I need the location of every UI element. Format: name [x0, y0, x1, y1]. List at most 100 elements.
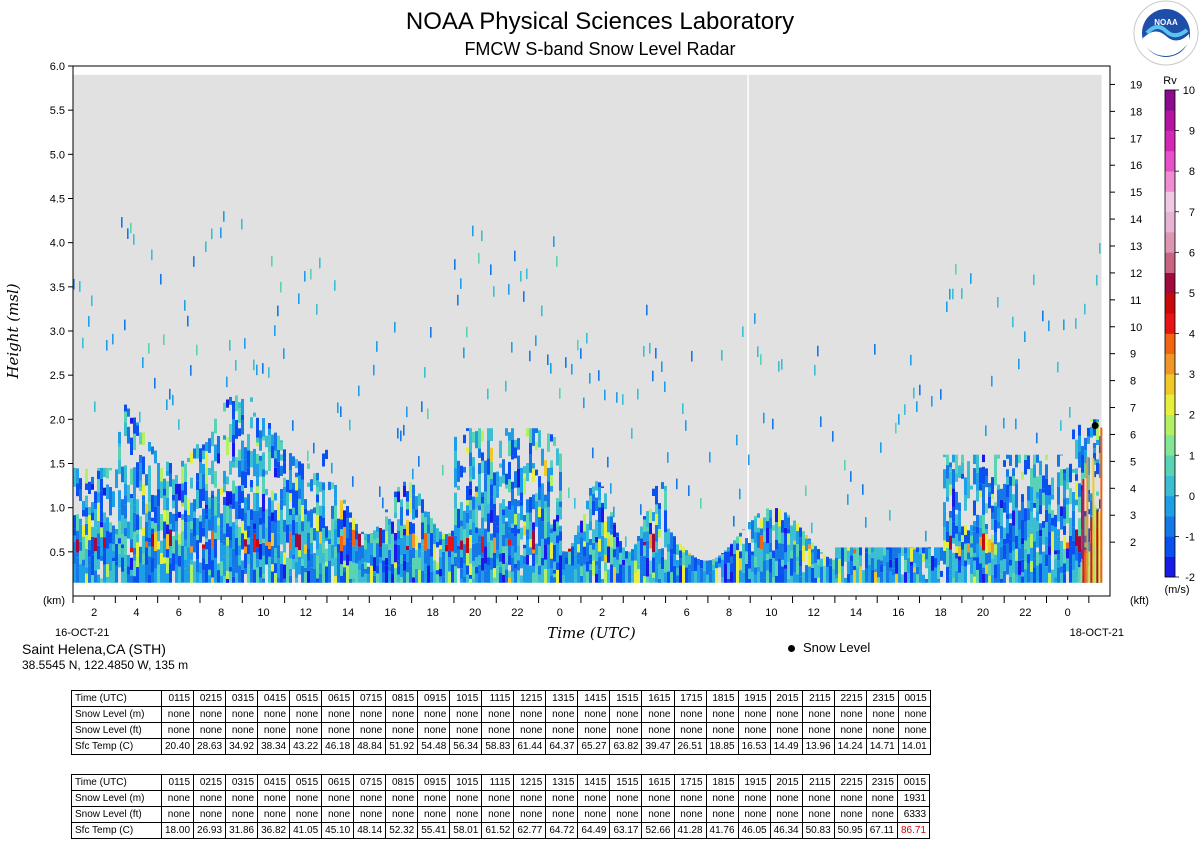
radar-echo [1057, 361, 1059, 373]
x-tick-label: 20 [977, 607, 989, 619]
radar-echo [1009, 454, 1012, 466]
radar-echo [832, 568, 835, 583]
radar-echo [178, 544, 181, 556]
radar-echo [925, 530, 927, 542]
radar-echo [397, 519, 400, 531]
radar-echo [505, 473, 508, 485]
radar-echo [574, 554, 577, 570]
radar-echo [217, 436, 220, 454]
radar-echo [439, 569, 442, 577]
radar-echo [592, 549, 595, 561]
radar-echo [226, 570, 229, 579]
radar-echo [1033, 567, 1036, 583]
radar-echo [982, 550, 985, 568]
radar-echo [433, 538, 436, 545]
radar-echo [280, 510, 283, 526]
radar-echo [220, 528, 223, 544]
radar-echo [1051, 569, 1054, 583]
radar-echo [163, 334, 165, 345]
radar-echo [601, 486, 604, 488]
radar-echo [1003, 460, 1006, 467]
table-cell: none [705, 806, 739, 823]
radar-echo [601, 522, 604, 536]
radar-echo [634, 572, 637, 583]
radar-echo [121, 557, 124, 572]
radar-echo [478, 436, 481, 449]
radar-echo [454, 566, 457, 583]
table-cell: 18.00 [160, 822, 195, 839]
radar-echo [535, 513, 538, 527]
x-tick-label: 8 [726, 607, 732, 619]
radar-echo [193, 448, 196, 459]
radar-echo [199, 521, 202, 538]
radar-echo [295, 472, 298, 478]
radar-echo [484, 528, 487, 547]
radar-echo [328, 564, 331, 583]
radar-echo [1054, 526, 1057, 541]
radar-echo [190, 528, 193, 533]
radar-echo [454, 535, 457, 554]
radar-echo [1090, 517, 1093, 583]
radar-echo [538, 487, 541, 501]
radar-echo [979, 536, 982, 546]
table-header-cell: 2315 [865, 774, 898, 791]
radar-echo [1039, 536, 1042, 555]
radar-echo [751, 538, 754, 543]
radar-echo [352, 546, 355, 563]
radar-echo [793, 572, 796, 583]
radar-echo [913, 387, 915, 399]
radar-echo [595, 561, 598, 566]
radar-echo [616, 532, 619, 537]
radar-echo [181, 563, 184, 583]
table-cell: none [609, 706, 643, 723]
radar-echo [631, 560, 634, 577]
radar-echo [373, 364, 375, 376]
radar-echo [589, 554, 592, 560]
radar-echo [82, 543, 85, 560]
colorbar-unit: (m/s) [1164, 584, 1189, 596]
radar-echo [289, 523, 292, 533]
radar-echo [457, 468, 460, 482]
radar-echo [919, 570, 922, 583]
radar-echo [532, 494, 535, 510]
radar-echo [211, 530, 214, 548]
radar-echo [265, 527, 268, 542]
radar-echo [226, 523, 229, 537]
radar-echo [535, 543, 538, 556]
radar-echo [400, 564, 403, 577]
radar-echo [256, 511, 259, 525]
radar-echo [781, 532, 784, 544]
radar-echo [394, 568, 397, 583]
radar-echo [301, 490, 304, 505]
radar-echo [658, 503, 661, 509]
radar-echo [1063, 518, 1066, 526]
radar-echo [124, 567, 127, 583]
radar-echo [220, 569, 223, 576]
radar-echo [529, 443, 532, 455]
radar-echo [448, 533, 451, 537]
radar-echo [1069, 517, 1072, 525]
radar-echo [412, 468, 414, 480]
radar-echo [769, 572, 772, 583]
radar-echo [457, 294, 459, 306]
radar-echo [952, 506, 955, 522]
radar-echo [799, 550, 802, 567]
radar-echo [571, 565, 574, 583]
radar-echo [448, 557, 451, 572]
radar-echo [253, 359, 255, 371]
y-tick-label-km: 4.5 [50, 194, 65, 206]
radar-echo [1006, 454, 1009, 459]
radar-echo [259, 430, 262, 439]
radar-echo [160, 481, 163, 499]
radar-echo [232, 567, 235, 577]
radar-echo [946, 454, 949, 466]
radar-echo [679, 550, 682, 559]
radar-echo [490, 533, 493, 541]
radar-echo [1099, 243, 1101, 254]
radar-echo [628, 551, 631, 566]
radar-echo [652, 577, 655, 583]
colorbar-swatch [1165, 171, 1175, 192]
table-row: Snow Level (ft) none none none none none none n… [71, 722, 931, 739]
radar-echo [652, 552, 655, 558]
radar-echo [556, 256, 558, 267]
